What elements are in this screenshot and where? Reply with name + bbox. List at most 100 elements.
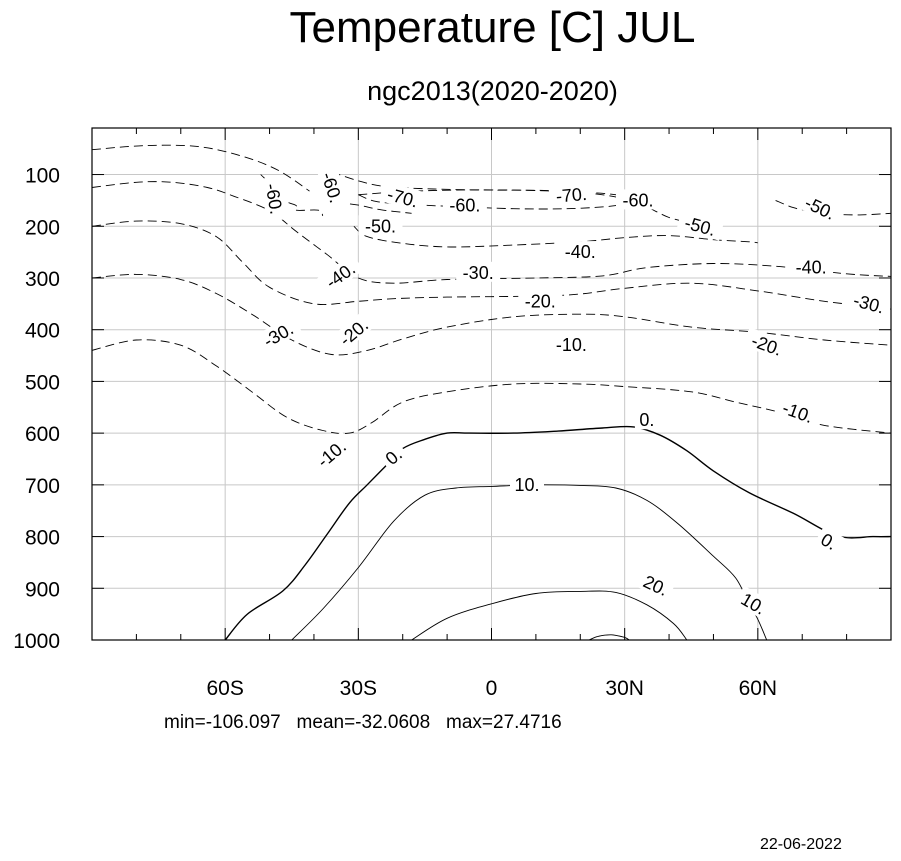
contour-label-group: -20. [742, 327, 792, 362]
contour-label-background [676, 209, 725, 241]
contour-label-background [548, 182, 595, 207]
contour-label-background [510, 473, 544, 494]
y-tick-label: 400 [25, 320, 60, 343]
contour-label-group: -40. [789, 256, 834, 278]
contour-label-background [261, 175, 289, 223]
contour-label: -50. [365, 216, 396, 236]
contour-label-background [358, 215, 403, 236]
x-tick-label: 60N [739, 677, 778, 700]
statistics-summary: min=-106.097 mean=-32.0608 max=27.4716 [164, 712, 562, 733]
contour-label-group: 0. [634, 409, 659, 430]
y-tick-label: 100 [25, 165, 60, 188]
contour-label-group: -60. [616, 189, 660, 210]
contour-line [92, 273, 891, 356]
contour-label-background [789, 256, 834, 277]
contour-label-background [329, 309, 377, 354]
contour-label: -60. [622, 190, 653, 210]
contour-label-group: -30. [456, 261, 501, 283]
contour-label-group: 0. [814, 526, 845, 556]
contour-line [411, 590, 688, 640]
contour-label-background [442, 194, 487, 215]
contour-label-group: -50. [796, 188, 845, 226]
contour-label-background [636, 568, 676, 602]
contour-label-group: -40. [558, 241, 603, 262]
contour-label-group: 20. [636, 568, 676, 602]
contour-label: 0. [382, 444, 406, 469]
contour-label-background [549, 334, 594, 355]
contour-label-group: -50. [676, 209, 725, 241]
contour-label: -60. [449, 196, 480, 216]
contour-label-group: 0. [377, 440, 409, 472]
contour-label-group: -60. [442, 194, 487, 216]
contour-label-background [814, 526, 845, 556]
y-tick-label: 1000 [13, 630, 60, 653]
grid-lines [92, 128, 891, 641]
contour-label-background [616, 189, 660, 210]
contour-label-background [456, 261, 501, 282]
contour-label-background [634, 409, 659, 430]
date-stamp: 22-06-2022 [760, 836, 842, 853]
contour-label: -50. [683, 213, 718, 240]
contour-label-background [774, 394, 823, 429]
contour-label: -10. [780, 398, 816, 427]
contour-label-group: -70. [548, 182, 595, 207]
contour-label: -40. [565, 242, 596, 262]
contour-line [589, 634, 630, 640]
contour-label-background [377, 440, 409, 472]
x-tick-label: 30S [340, 677, 377, 700]
contour-line [291, 484, 768, 640]
contour-label-group: -20. [518, 290, 563, 311]
contour-label-group: -60. [316, 163, 349, 212]
contour-label-group: -50. [358, 215, 403, 236]
contour-label: -30. [851, 290, 886, 317]
axes: 60S 30S 0 30N 60N 100 200 300 400 500 600 700 800 900… [13, 127, 892, 700]
y-tick-label: 800 [25, 527, 60, 550]
contour-label-group: -10. [307, 431, 355, 475]
contour-label: -20. [749, 330, 785, 359]
contour-label-background [307, 431, 355, 475]
contour-label-background [734, 585, 774, 621]
chart-title: Temperature [C] JUL [289, 3, 696, 52]
contour-label-background [742, 327, 792, 362]
contour-label-group: -30. [845, 287, 893, 319]
contour-label: -70. [555, 184, 588, 207]
contour-label: -60. [261, 182, 286, 216]
contour-label-group: -30. [253, 314, 302, 354]
contour-line [92, 144, 310, 192]
contour-label-background [796, 188, 845, 226]
contour-label-group: 10. [510, 473, 544, 495]
x-tick-label: 0 [486, 677, 498, 700]
contour-labels: -70. -70.-60.-60. -60. -60.-50. -50.-50.-40.… [253, 163, 893, 621]
contour-label-background [253, 314, 302, 354]
contour-label-group: -20. [329, 309, 377, 354]
contour-line [92, 339, 891, 435]
y-tick-label: 600 [25, 423, 60, 446]
contour-label-background [518, 290, 563, 311]
contour-line [92, 220, 891, 310]
chart-subtitle: ngc2013(2020-2020) [367, 76, 618, 106]
y-tick-label: 200 [25, 216, 60, 239]
x-tick-label: 30N [605, 677, 644, 700]
contour-label: -40. [796, 258, 827, 278]
contour-label-group: -40. [316, 253, 364, 296]
contour-label-group: -70. [379, 181, 427, 213]
contour-label-background [558, 241, 603, 262]
contour-label: 0. [639, 410, 654, 430]
y-tick-label: 300 [25, 268, 60, 291]
contour-label-background [316, 163, 349, 212]
contour-line [336, 202, 412, 214]
contour-label: -30. [463, 263, 494, 283]
y-tick-label: 700 [25, 475, 60, 498]
contour-label-group: 10. [734, 585, 774, 621]
contour-label: 10. [514, 475, 539, 495]
contour-label-background [316, 253, 364, 296]
contour-label: -10. [556, 335, 587, 355]
contour-line [92, 181, 891, 284]
contour-label-background [845, 287, 893, 319]
contour-label-group: -10. [549, 334, 594, 355]
contour-line [224, 425, 891, 640]
y-tick-label: 900 [25, 578, 60, 601]
contour-label-group: -60. [261, 175, 289, 223]
contour-label-group: -10. [774, 394, 823, 429]
